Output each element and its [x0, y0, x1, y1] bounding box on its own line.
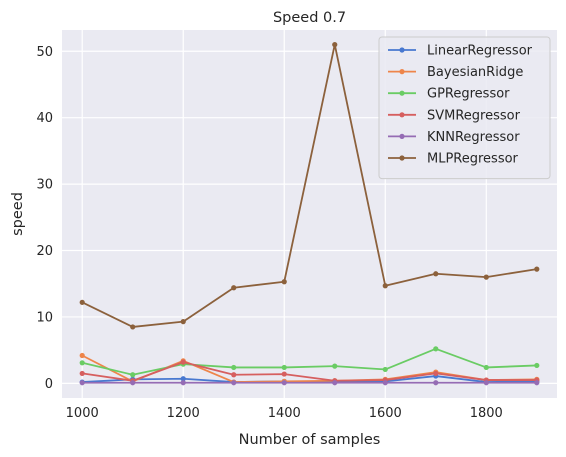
- legend-label: LinearRegressor: [427, 44, 533, 59]
- legend: LinearRegressor BayesianRidge GPRegressor S…: [378, 36, 551, 180]
- data-point: [534, 380, 540, 386]
- data-point: [332, 42, 338, 48]
- data-point: [281, 371, 287, 377]
- data-point: [483, 274, 489, 280]
- data-point: [332, 380, 338, 386]
- data-point: [433, 346, 439, 352]
- y-axis-label: speed: [10, 192, 26, 236]
- data-point: [130, 372, 136, 378]
- series-line: [81, 43, 537, 328]
- legend-marker: [399, 133, 405, 139]
- y-tick-label: 20: [36, 244, 53, 259]
- data-point: [180, 359, 186, 365]
- legend-marker: [399, 47, 405, 53]
- ticks-layer: 1000 1200 1400 1600 1800 0 10 20 30 40 50: [36, 45, 502, 421]
- x-axis-label: Number of samples: [239, 432, 381, 448]
- series-line: [81, 347, 537, 376]
- data-point: [281, 380, 287, 386]
- data-point: [79, 370, 85, 377]
- data-point: [130, 324, 136, 330]
- legend-label: SVMRegressor: [427, 108, 521, 123]
- x-tick-label: 1000: [66, 406, 99, 421]
- data-point: [180, 380, 186, 386]
- legend-marker: [399, 112, 405, 118]
- x-tick-label: 1800: [470, 406, 503, 421]
- data-point: [130, 380, 136, 386]
- y-tick-label: 10: [36, 310, 53, 325]
- data-point: [382, 366, 388, 373]
- legend-item: BayesianRidge: [388, 65, 523, 80]
- data-point: [281, 364, 287, 371]
- data-point: [79, 360, 85, 366]
- data-point: [180, 376, 186, 382]
- series-GPRegressor: [79, 346, 540, 378]
- data-point: [231, 285, 237, 291]
- legend-item: KNNRegressor: [388, 130, 520, 145]
- series-layer: [79, 42, 540, 386]
- legend-marker: [399, 69, 405, 75]
- y-tick-label: 0: [45, 377, 53, 392]
- y-tick-label: 30: [36, 178, 53, 193]
- data-point: [332, 363, 338, 369]
- legend-item: MLPRegressor: [388, 152, 519, 167]
- data-point: [433, 370, 439, 377]
- legend-marker: [399, 90, 405, 96]
- data-point: [483, 364, 489, 371]
- legend-label: KNNRegressor: [427, 130, 520, 145]
- legend-label: GPRegressor: [427, 87, 510, 102]
- data-point: [231, 364, 237, 371]
- x-tick-label: 1600: [369, 406, 402, 421]
- series-MLPRegressor: [79, 42, 540, 330]
- legend-marker: [399, 155, 405, 161]
- legend-item: SVMRegressor: [388, 108, 521, 123]
- legend-box: [378, 36, 551, 180]
- data-point: [382, 380, 388, 386]
- data-point: [180, 319, 186, 325]
- data-point: [231, 372, 237, 378]
- chart-title: Speed 0.7: [273, 10, 346, 26]
- data-point: [483, 380, 489, 386]
- legend-item: LinearRegressor: [388, 44, 533, 59]
- data-point: [231, 380, 237, 386]
- y-tick-label: 50: [36, 45, 53, 60]
- x-tick-label: 1200: [167, 406, 200, 421]
- data-point: [534, 266, 540, 272]
- data-point: [534, 362, 540, 369]
- x-tick-label: 1400: [268, 406, 301, 421]
- data-point: [79, 380, 85, 386]
- data-point: [433, 271, 439, 277]
- data-point: [79, 299, 85, 305]
- data-point: [433, 380, 439, 386]
- series-KNNRegressor: [79, 380, 540, 386]
- legend-label: BayesianRidge: [427, 65, 523, 80]
- series-line: [82, 361, 537, 382]
- data-point: [79, 352, 85, 359]
- data-point: [281, 279, 287, 285]
- legend-item: GPRegressor: [388, 87, 510, 102]
- y-tick-label: 40: [36, 111, 53, 126]
- legend-label: MLPRegressor: [427, 152, 519, 167]
- data-point: [382, 283, 388, 289]
